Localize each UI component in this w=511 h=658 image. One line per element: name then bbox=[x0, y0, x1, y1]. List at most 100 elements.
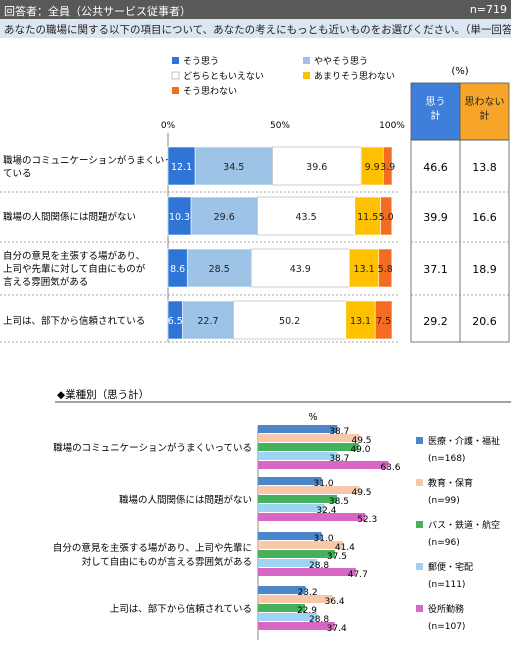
bar-value-label: 28.8 bbox=[309, 615, 329, 625]
bar-value-label: 28.8 bbox=[309, 561, 329, 571]
bar-value-label: 37.5 bbox=[327, 552, 347, 562]
legend-label: そう思わない bbox=[183, 86, 237, 97]
summary-value: 46.6 bbox=[423, 161, 448, 174]
bar-value-label: 47.7 bbox=[348, 570, 368, 580]
bar bbox=[258, 550, 335, 558]
bar-segment bbox=[378, 248, 393, 288]
legend-label: 役所勤務 bbox=[428, 603, 464, 615]
bar-value-label: 34.5 bbox=[223, 162, 244, 173]
question-bar: あなたの職場に関する以下の項目について、あなたの考えにもっとも近いものをお選びく… bbox=[0, 19, 511, 38]
category-label: 上司や先輩に対して自由にものが bbox=[3, 263, 146, 275]
bar-value-label: 3.9 bbox=[380, 162, 395, 173]
bar bbox=[258, 541, 343, 549]
bar-segment bbox=[382, 146, 393, 186]
bar-value-label: 32.4 bbox=[316, 506, 336, 516]
legend-swatch bbox=[172, 87, 179, 94]
bar-value-label: 22.7 bbox=[197, 316, 218, 327]
legend-n: (n=99) bbox=[428, 496, 460, 506]
bar-value-label: 52.3 bbox=[357, 515, 377, 525]
bar-value-label: 38.7 bbox=[329, 454, 349, 464]
legend-label: あまりそう思わない bbox=[314, 71, 395, 82]
bar-segment bbox=[349, 248, 380, 288]
category-label: 自分の意見を主張する場があり、上司や先輩に bbox=[53, 542, 252, 554]
bar-segment bbox=[380, 196, 393, 236]
unit-label: % bbox=[308, 412, 317, 423]
summary-header-label: 計 bbox=[431, 109, 441, 122]
question-text: あなたの職場に関する以下の項目について、あなたの考えにもっとも近いものをお選びく… bbox=[4, 24, 511, 36]
bar bbox=[258, 486, 360, 494]
bar bbox=[258, 461, 389, 469]
bar-value-label: 37.4 bbox=[327, 624, 347, 634]
bar bbox=[258, 595, 333, 603]
bar-value-label: 38.7 bbox=[329, 427, 349, 437]
summary-value: 39.9 bbox=[423, 211, 448, 224]
legend-label: バス・鉄道・航空 bbox=[428, 519, 500, 531]
summary-header-label: 思う bbox=[426, 96, 446, 108]
legend-label: 医療・介護・福祉 bbox=[428, 435, 500, 447]
legend-label: どちらともいえない bbox=[183, 71, 264, 82]
legend-label: 郵便・宅配 bbox=[428, 561, 473, 573]
legend-swatch bbox=[416, 605, 423, 612]
bar-segment bbox=[345, 300, 376, 340]
legend-label: 教育・保育 bbox=[428, 477, 473, 489]
bar-value-label: 6.5 bbox=[168, 316, 183, 327]
legend-swatch bbox=[416, 563, 423, 570]
summary-header-cell bbox=[410, 82, 461, 141]
legend-swatch bbox=[171, 71, 180, 80]
bar-value-label: 7.5 bbox=[376, 316, 391, 327]
bar bbox=[258, 452, 338, 460]
industry-bar-chart: ◆業種別（思う計）%職場のコミュニケーションがうまくいっている38.749.54… bbox=[53, 388, 511, 640]
bar bbox=[258, 443, 359, 451]
bar-value-label: 29.6 bbox=[214, 212, 235, 223]
category-label: 職場のコミュニケーションがうまくいっている bbox=[53, 442, 252, 454]
bar-value-label: 49.5 bbox=[351, 436, 371, 446]
bar bbox=[258, 495, 337, 503]
legend-n: (n=168) bbox=[428, 454, 465, 464]
bar-segment bbox=[257, 196, 356, 236]
summary-value: 37.1 bbox=[423, 263, 448, 276]
category-label: 言える雰囲気がある bbox=[3, 276, 88, 288]
bar-value-label: 41.4 bbox=[335, 543, 355, 553]
bar-value-label: 12.1 bbox=[171, 162, 192, 173]
bar bbox=[258, 586, 306, 594]
category-label: ている bbox=[3, 169, 32, 180]
legend-swatch bbox=[416, 479, 423, 486]
respondent-header: 回答者：全員（公共サービス従事者） n=719 bbox=[0, 0, 511, 19]
bar-value-label: 31.0 bbox=[314, 479, 334, 489]
category-label: 職場のコミュニケーションがうまくいっ bbox=[3, 155, 174, 167]
chart-title: ◆業種別（思う計） bbox=[57, 388, 149, 401]
bar bbox=[258, 425, 338, 433]
legend-swatch bbox=[303, 57, 310, 64]
bar-value-label: 36.4 bbox=[325, 597, 345, 607]
bar-value-label: 49.0 bbox=[350, 445, 370, 455]
category-label: 上司は、部下から信頼されている bbox=[3, 315, 145, 327]
bar-value-label: 10.3 bbox=[169, 212, 190, 223]
bar bbox=[258, 622, 335, 630]
category-label: 職場の人間関係には問題がない bbox=[119, 494, 252, 506]
bar-segment bbox=[182, 300, 234, 340]
x-tick-label: 0% bbox=[161, 121, 176, 131]
bar-value-label: 50.2 bbox=[279, 316, 300, 327]
percent-unit: (%) bbox=[451, 66, 468, 77]
category-label: 上司は、部下から信頼されている bbox=[110, 603, 252, 615]
summary-value: 18.9 bbox=[472, 263, 497, 276]
bar-value-label: 8.6 bbox=[170, 264, 185, 275]
bar bbox=[258, 504, 325, 512]
bar-segment bbox=[186, 248, 252, 288]
legend-swatch bbox=[416, 437, 423, 444]
bar-segment bbox=[374, 300, 393, 340]
bar-value-label: 5.0 bbox=[379, 212, 394, 223]
summary-value: 29.2 bbox=[423, 315, 448, 328]
respondent-label: 回答者：全員（公共サービス従事者） bbox=[4, 5, 191, 18]
category-label: 自分の意見を主張する場があり、 bbox=[3, 250, 145, 262]
legend-swatch bbox=[416, 521, 423, 528]
legend-label: そう思う bbox=[183, 56, 219, 67]
bar bbox=[258, 604, 305, 612]
summary-header-label: 計 bbox=[480, 109, 490, 122]
legend-n: (n=107) bbox=[428, 622, 465, 632]
bar-value-label: 63.6 bbox=[380, 463, 400, 473]
bar-segment bbox=[272, 146, 362, 186]
bar bbox=[258, 532, 322, 540]
bar-value-label: 13.1 bbox=[354, 264, 375, 275]
